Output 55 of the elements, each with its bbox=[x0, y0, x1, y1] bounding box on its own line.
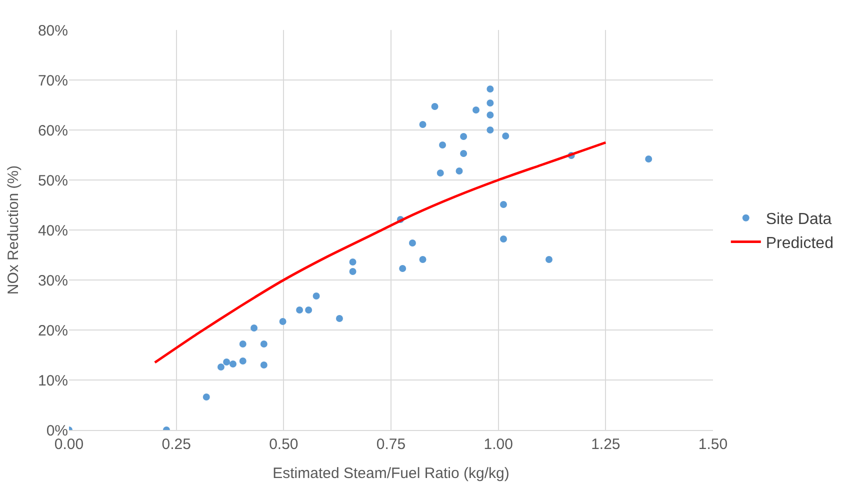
point bbox=[456, 168, 463, 174]
point bbox=[439, 142, 446, 148]
point bbox=[336, 315, 343, 322]
point bbox=[239, 340, 246, 348]
x-tick-label: 0.25 bbox=[162, 436, 191, 453]
legend-label: Site Data bbox=[766, 211, 832, 228]
y-axis-title: NOx Reduction (%) bbox=[5, 165, 22, 295]
point bbox=[217, 364, 224, 370]
x-tick-label: 0.75 bbox=[376, 436, 406, 453]
y-tick-label: 30% bbox=[38, 272, 68, 290]
point bbox=[431, 103, 438, 110]
point bbox=[260, 340, 268, 348]
x-tick-label: 1.25 bbox=[591, 436, 620, 453]
point bbox=[486, 112, 494, 118]
x-axis-title: Estimated Steam/Fuel Ratio (kg/kg) bbox=[272, 465, 510, 482]
point bbox=[399, 265, 406, 272]
point bbox=[239, 358, 246, 364]
point bbox=[296, 306, 304, 314]
point bbox=[279, 318, 286, 325]
point bbox=[645, 156, 652, 162]
point bbox=[230, 360, 237, 368]
point bbox=[349, 268, 356, 275]
point bbox=[408, 240, 416, 246]
y-tick-label: 50% bbox=[38, 172, 68, 190]
y-tick-label: 60% bbox=[38, 122, 68, 140]
point bbox=[486, 86, 494, 92]
x-tick-label: 1.50 bbox=[698, 436, 728, 453]
point bbox=[486, 100, 494, 106]
y-tick-label: 10% bbox=[38, 372, 68, 390]
point bbox=[260, 362, 268, 368]
point bbox=[223, 358, 230, 366]
point bbox=[349, 258, 356, 266]
y-tick-label: 70% bbox=[38, 72, 68, 90]
point bbox=[460, 133, 468, 140]
point bbox=[460, 150, 468, 157]
point bbox=[250, 324, 258, 332]
point bbox=[312, 292, 320, 300]
x-tick-label: 1.00 bbox=[484, 436, 513, 453]
point bbox=[305, 306, 312, 314]
point bbox=[486, 126, 494, 134]
point bbox=[545, 256, 552, 263]
point bbox=[436, 170, 444, 176]
point bbox=[500, 236, 507, 242]
y-tick-label: 80% bbox=[38, 22, 68, 40]
point bbox=[202, 394, 210, 400]
point bbox=[419, 256, 426, 263]
x-tick-label: 0.50 bbox=[269, 436, 298, 453]
legend-label: Predicted bbox=[766, 234, 834, 252]
y-tick-label: 20% bbox=[38, 322, 68, 340]
point bbox=[500, 201, 507, 208]
point bbox=[419, 121, 426, 128]
y-tick-label: 40% bbox=[38, 222, 68, 240]
point bbox=[472, 106, 480, 114]
point bbox=[502, 132, 510, 140]
line-series bbox=[154, 141, 607, 364]
